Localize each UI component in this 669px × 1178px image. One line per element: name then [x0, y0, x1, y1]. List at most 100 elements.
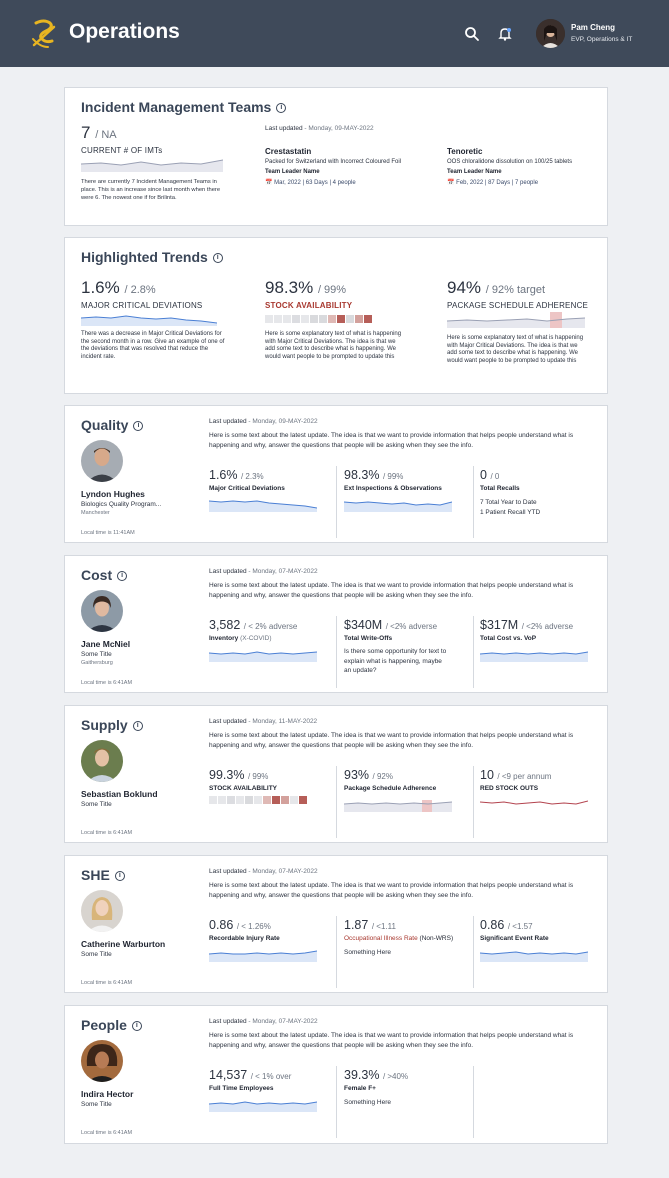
search-icon[interactable] [464, 26, 480, 42]
metric-sparkline [480, 951, 588, 962]
top-bar: Operations Pam Cheng EVP, Operations & I… [0, 0, 669, 67]
metric-note: 1 Patient Recall YTD [480, 509, 541, 516]
local-time: Local time is 6:41AM [81, 980, 133, 986]
user-avatar[interactable] [536, 19, 565, 48]
team-item[interactable]: Tenoretic OOS chloralidone dissolution o… [447, 147, 573, 186]
card-title: Quality i [81, 417, 144, 433]
update-text: Here is some text about the latest updat… [209, 732, 574, 749]
card-title: Supply i [81, 717, 143, 733]
card-title: SHE i [81, 867, 125, 883]
updated-date: Last updated - Monday, 11-MAY-2022 [209, 718, 318, 725]
metric-value: 1.87 / <1.11 [344, 918, 396, 932]
metric-label: Occupational Illness Rate (Non-WRS) [344, 935, 454, 942]
metric-label: Major Critical Deviations [209, 485, 285, 492]
person-photo[interactable] [81, 590, 123, 632]
metric-value: $340M / <2% adverse [344, 618, 438, 632]
metric-label: Ext Inspections & Observations [344, 485, 442, 492]
bell-icon[interactable] [497, 26, 513, 42]
imt-count: 7 / NA [81, 123, 117, 142]
local-time: Local time is 6:41AM [81, 680, 133, 686]
person-name[interactable]: Lyndon Hughes [81, 489, 145, 499]
stock-heatmap [209, 796, 307, 804]
person-name[interactable]: Catherine Warburton [81, 939, 166, 949]
metric-sparkline [209, 1101, 317, 1112]
people-card: People i Indira Hector Some Title Local t… [64, 1005, 608, 1144]
user-role: EVP, Operations & IT [571, 36, 633, 43]
info-icon[interactable]: i [131, 1021, 142, 1032]
updated-date: Last updated - Monday, 09-MAY-2022 [209, 418, 318, 425]
she-card: SHE i Catherine Warburton Some Title Loca… [64, 855, 608, 993]
team-item[interactable]: Crestastatin Packed for Switzerland with… [265, 147, 402, 186]
stock-heatmap [265, 315, 372, 323]
local-time: Local time is 6:41AM [81, 1130, 133, 1136]
update-text: Here is some text about the latest updat… [209, 882, 574, 899]
user-name[interactable]: Pam Cheng [571, 23, 616, 32]
trend-sparkline [81, 315, 217, 326]
person-name[interactable]: Indira Hector [81, 1089, 134, 1099]
metric-value: 0.86 / < 1.26% [209, 918, 271, 932]
person-photo[interactable] [81, 440, 123, 482]
app-title: Operations [69, 20, 180, 43]
trends-card: Highlighted Trends i 1.6% / 2.8% MAJOR CR… [64, 237, 608, 394]
metric-note: 7 Total Year to Date [480, 499, 537, 506]
trend-desc: Here is some explanatory text of what is… [265, 331, 402, 360]
metric-label: Inventory (X-COVID) [209, 635, 272, 642]
metric-value: 0 / 0 [480, 468, 500, 482]
cost-card: Cost i Jane McNiel Some Title Gaithersbur… [64, 555, 608, 693]
metric-note: Something Here [344, 1099, 391, 1106]
update-text: Here is some text about the latest updat… [209, 582, 574, 599]
card-title: Incident Management Teams i [81, 99, 287, 115]
person-name[interactable]: Sebastian Boklund [81, 789, 158, 799]
trend-desc: Here is some explanatory text of what is… [447, 335, 584, 364]
metric-sparkline [209, 500, 317, 512]
metric-sparkline [480, 800, 588, 805]
trend-label: STOCK AVAILABILITY [265, 301, 353, 310]
metric-label: Total Cost vs. VoP [480, 635, 537, 642]
logo-icon[interactable] [30, 17, 58, 50]
info-icon[interactable]: i [132, 721, 143, 732]
metric-note: Something Here [344, 949, 391, 956]
metric-value: 3,582 / < 2% adverse [209, 618, 298, 632]
info-icon[interactable]: i [212, 253, 223, 264]
person-title: Some Title [81, 651, 112, 658]
metric-label: Total Recalls [480, 485, 520, 492]
trend-sparkline [447, 312, 585, 328]
metric-value: 0.86 / <1.57 [480, 918, 533, 932]
update-text: Here is some text about the latest updat… [209, 432, 574, 449]
supply-card: Supply i Sebastian Boklund Some Title Loc… [64, 705, 608, 843]
updated-date: Last updated - Monday, 07-MAY-2022 [209, 568, 318, 575]
local-time: Local time is 11:41AM [81, 530, 135, 536]
info-icon[interactable]: i [133, 421, 144, 432]
trend-desc: There was a decrease in Major Critical D… [81, 331, 225, 360]
trend-value: 1.6% / 2.8% [81, 278, 156, 297]
metric-label: Package Schedule Adherence [344, 785, 437, 792]
imt-updated: Last updated - Monday, 09-MAY-2022 [265, 125, 374, 132]
imt-card: Incident Management Teams i 7 / NA CURREN… [64, 87, 608, 226]
metric-sparkline [209, 950, 317, 962]
person-name[interactable]: Jane McNiel [81, 639, 131, 649]
metric-value: 98.3% / 99% [344, 468, 404, 482]
trend-value: 98.3% / 99% [265, 278, 347, 297]
info-icon[interactable]: i [276, 103, 287, 114]
trend-label: MAJOR CRITICAL DEVIATIONS [81, 301, 203, 310]
info-icon[interactable]: i [117, 571, 128, 582]
metric-value: $317M / <2% adverse [480, 618, 574, 632]
person-photo[interactable] [81, 890, 123, 932]
metric-note: Is there some opportunity for text to ex… [344, 648, 447, 674]
card-title: Highlighted Trends i [81, 249, 223, 265]
person-photo[interactable] [81, 1040, 123, 1082]
person-location: Gaithersburg [81, 660, 113, 666]
info-icon[interactable]: i [114, 871, 125, 882]
person-title: Some Title [81, 801, 112, 808]
person-location: Manchester [81, 510, 110, 516]
trend-label: PACKAGE SCHEDULE ADHERENCE [447, 301, 589, 310]
metric-sparkline [344, 501, 452, 512]
update-text: Here is some text about the latest updat… [209, 1032, 574, 1049]
metric-sparkline [344, 800, 452, 812]
metric-value: 10 / <9 per annum [480, 768, 552, 782]
card-title: Cost i [81, 567, 128, 583]
person-photo[interactable] [81, 740, 123, 782]
card-title: People i [81, 1017, 142, 1033]
metric-label: Female F+ [344, 1085, 376, 1092]
metric-value: 93% / 92% [344, 768, 393, 782]
